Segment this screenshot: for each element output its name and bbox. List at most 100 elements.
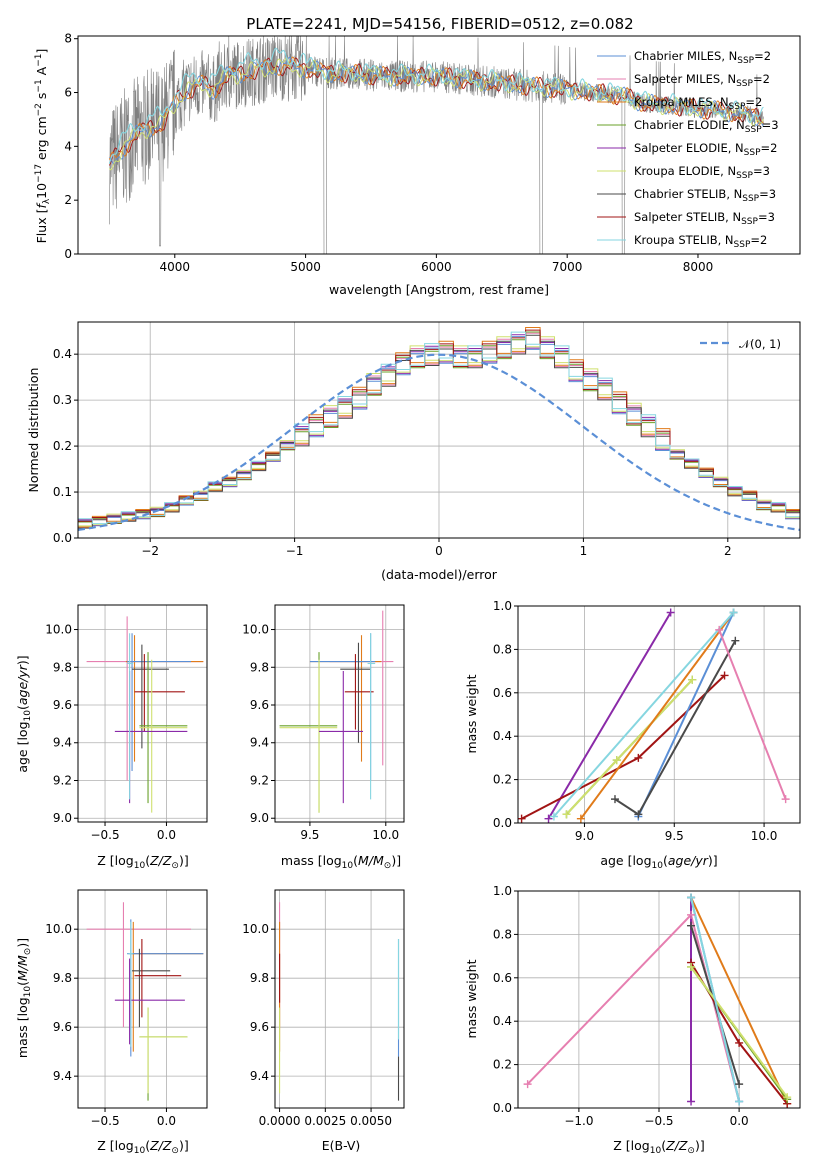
x-axis-label: (data-model)/error (381, 567, 498, 582)
label-part: SSP (741, 217, 758, 227)
label-part: SSP (744, 148, 761, 158)
label-part: =2 (754, 49, 771, 63)
weight-vs-metallicity-plot: −1.0 −0.5 0.0 0.0 0.2 0.4 0.6 0.8 1.0 Z [log10(Z/… (464, 884, 801, 1156)
x-axis-label: Z [log10(Z/Z⊙)] (97, 853, 188, 871)
label-part: Z [log (97, 853, 133, 868)
legend-entry: Kroupa MILES, NSSP=2 (634, 95, 762, 112)
label-part: SSP (742, 194, 759, 204)
y-tick-label: 0 (64, 247, 72, 261)
weight-point (731, 636, 740, 645)
plot-area (521, 611, 787, 820)
y-tick-label: 0.6 (493, 971, 512, 985)
x-tick-label: 4000 (160, 260, 191, 274)
plot-area (108, 36, 764, 254)
y-tick-label: 0.8 (493, 927, 512, 941)
y-axis-label: mass [log10(M/M⊙)] (15, 938, 33, 1058)
x-tick-label: 10.0 (372, 828, 399, 842)
legend-entry: Salpeter ELODIE, NSSP=2 (634, 141, 777, 158)
label-part: −2 (34, 103, 44, 116)
legend-entry: Chabrier STELIB, NSSP=3 (634, 187, 776, 204)
axes-frame (77, 889, 208, 1109)
age-vs-metallicity-plot: −0.5 0.09.09.29.49.69.810.0Z [log10(Z/Z⊙)… (15, 604, 208, 871)
x-tick-label: 0.0000 (259, 1114, 301, 1128)
weight-point (735, 1038, 744, 1047)
label-part: A (34, 66, 49, 79)
weight-line (690, 966, 789, 1098)
y-tick-label: 0.4 (493, 1014, 512, 1028)
y-tick-label: 10.0 (45, 623, 72, 637)
label-part: )] (695, 1138, 705, 1153)
label-part: )] (708, 853, 718, 868)
y-tick-label: 9.4 (53, 736, 72, 750)
model-spectrum (108, 47, 764, 164)
label-part: Salpeter MILES, N (634, 72, 736, 86)
weight-point (688, 675, 697, 684)
weight-point (687, 893, 696, 902)
label-part: 10 (134, 861, 146, 871)
x-tick-label: 0.0025 (304, 1114, 346, 1128)
weight-point (517, 814, 526, 823)
axes-frame (77, 604, 208, 823)
weight-point (735, 1080, 744, 1089)
x-tick-label: −0.5 (90, 1114, 119, 1128)
label-part: Kroupa STELIB, N (634, 233, 734, 247)
label-part: =3 (759, 187, 776, 201)
y-tick-label: 0.8 (493, 642, 512, 656)
y-axis-label: age [log10(age/yr)] (15, 655, 33, 772)
label-part: age/yr (668, 853, 709, 868)
y-tick-label: 9.4 (250, 1069, 269, 1083)
y-tick-label: 9.6 (250, 1020, 269, 1034)
weight-line (547, 611, 672, 820)
label-part: M/M (358, 853, 384, 868)
axes-frame (77, 35, 801, 255)
y-tick-label: 9.0 (53, 811, 72, 825)
label-part: age/yr (15, 664, 30, 705)
y-tick-label: 9.0 (250, 811, 269, 825)
x-tick-label: 2 (724, 544, 732, 558)
label-part: Z [log (97, 1138, 133, 1153)
label-part: −1 (34, 53, 44, 66)
label-part: Z/Z (149, 1138, 172, 1153)
y-axis-label: mass weight (464, 959, 479, 1038)
x-tick-label: 9.0 (575, 829, 594, 843)
y-tick-label: 9.4 (53, 1069, 72, 1083)
label-part: Chabrier MILES, N (634, 49, 737, 63)
label-part: ] (34, 49, 49, 54)
legend-entry: Chabrier ELODIE, NSSP=3 (634, 118, 779, 135)
x-tick-label: 8000 (683, 260, 714, 274)
label-part: 10 (134, 1146, 146, 1156)
y-axis-label: Normed distribution (26, 368, 41, 493)
figure-title: PLATE=2241, MJD=54156, FIBERID=0512, z=0… (246, 15, 633, 33)
weight-point (687, 962, 696, 971)
x-axis-label: age [log10(age/yr)] (600, 853, 717, 871)
weight-point (634, 753, 643, 762)
label-part: 10 (34, 183, 49, 199)
x-axis-label: E(B-V) (322, 1138, 361, 1153)
x-tick-label: 9.5 (300, 828, 319, 842)
label-part: Salpeter ELODIE, N (634, 141, 744, 155)
weight-point (729, 608, 738, 617)
x-axis-label: Z [log10(Z/Z⊙)] (97, 1138, 188, 1156)
label-part: =3 (758, 210, 775, 224)
x-tick-label: 0.0050 (350, 1114, 392, 1128)
label-part: ⊙ (171, 1146, 179, 1156)
legend-entry: 𝒩(0, 1) (739, 337, 781, 351)
model-spectrum (109, 56, 764, 165)
y-tick-label: 9.4 (250, 736, 269, 750)
label-part: ⊙ (23, 948, 33, 956)
model-spectrum (109, 57, 764, 166)
label-part: Kroupa MILES, N (634, 95, 729, 109)
x-tick-label: 0.0 (157, 828, 176, 842)
weight-vs-age-plot: 9.0 9.5 10.0 0.0 0.2 0.4 0.6 0.8 1.0 age [log10(a… (464, 599, 801, 871)
label-part: erg cm (34, 116, 49, 164)
y-tick-label: 9.2 (250, 773, 269, 787)
x-tick-label: −0.5 (90, 828, 119, 842)
x-tick-label: 9.5 (665, 829, 684, 843)
label-part: ( (145, 853, 150, 868)
weight-point (544, 814, 553, 823)
y-tick-label: 9.8 (250, 660, 269, 674)
mass-vs-ebv-plot: 0.0000 0.0025 0.0050 9.4 9.6 9.8 10.0 E(B-V) (242, 889, 405, 1153)
label-part: Z/Z (149, 853, 172, 868)
weight-line (580, 611, 735, 820)
